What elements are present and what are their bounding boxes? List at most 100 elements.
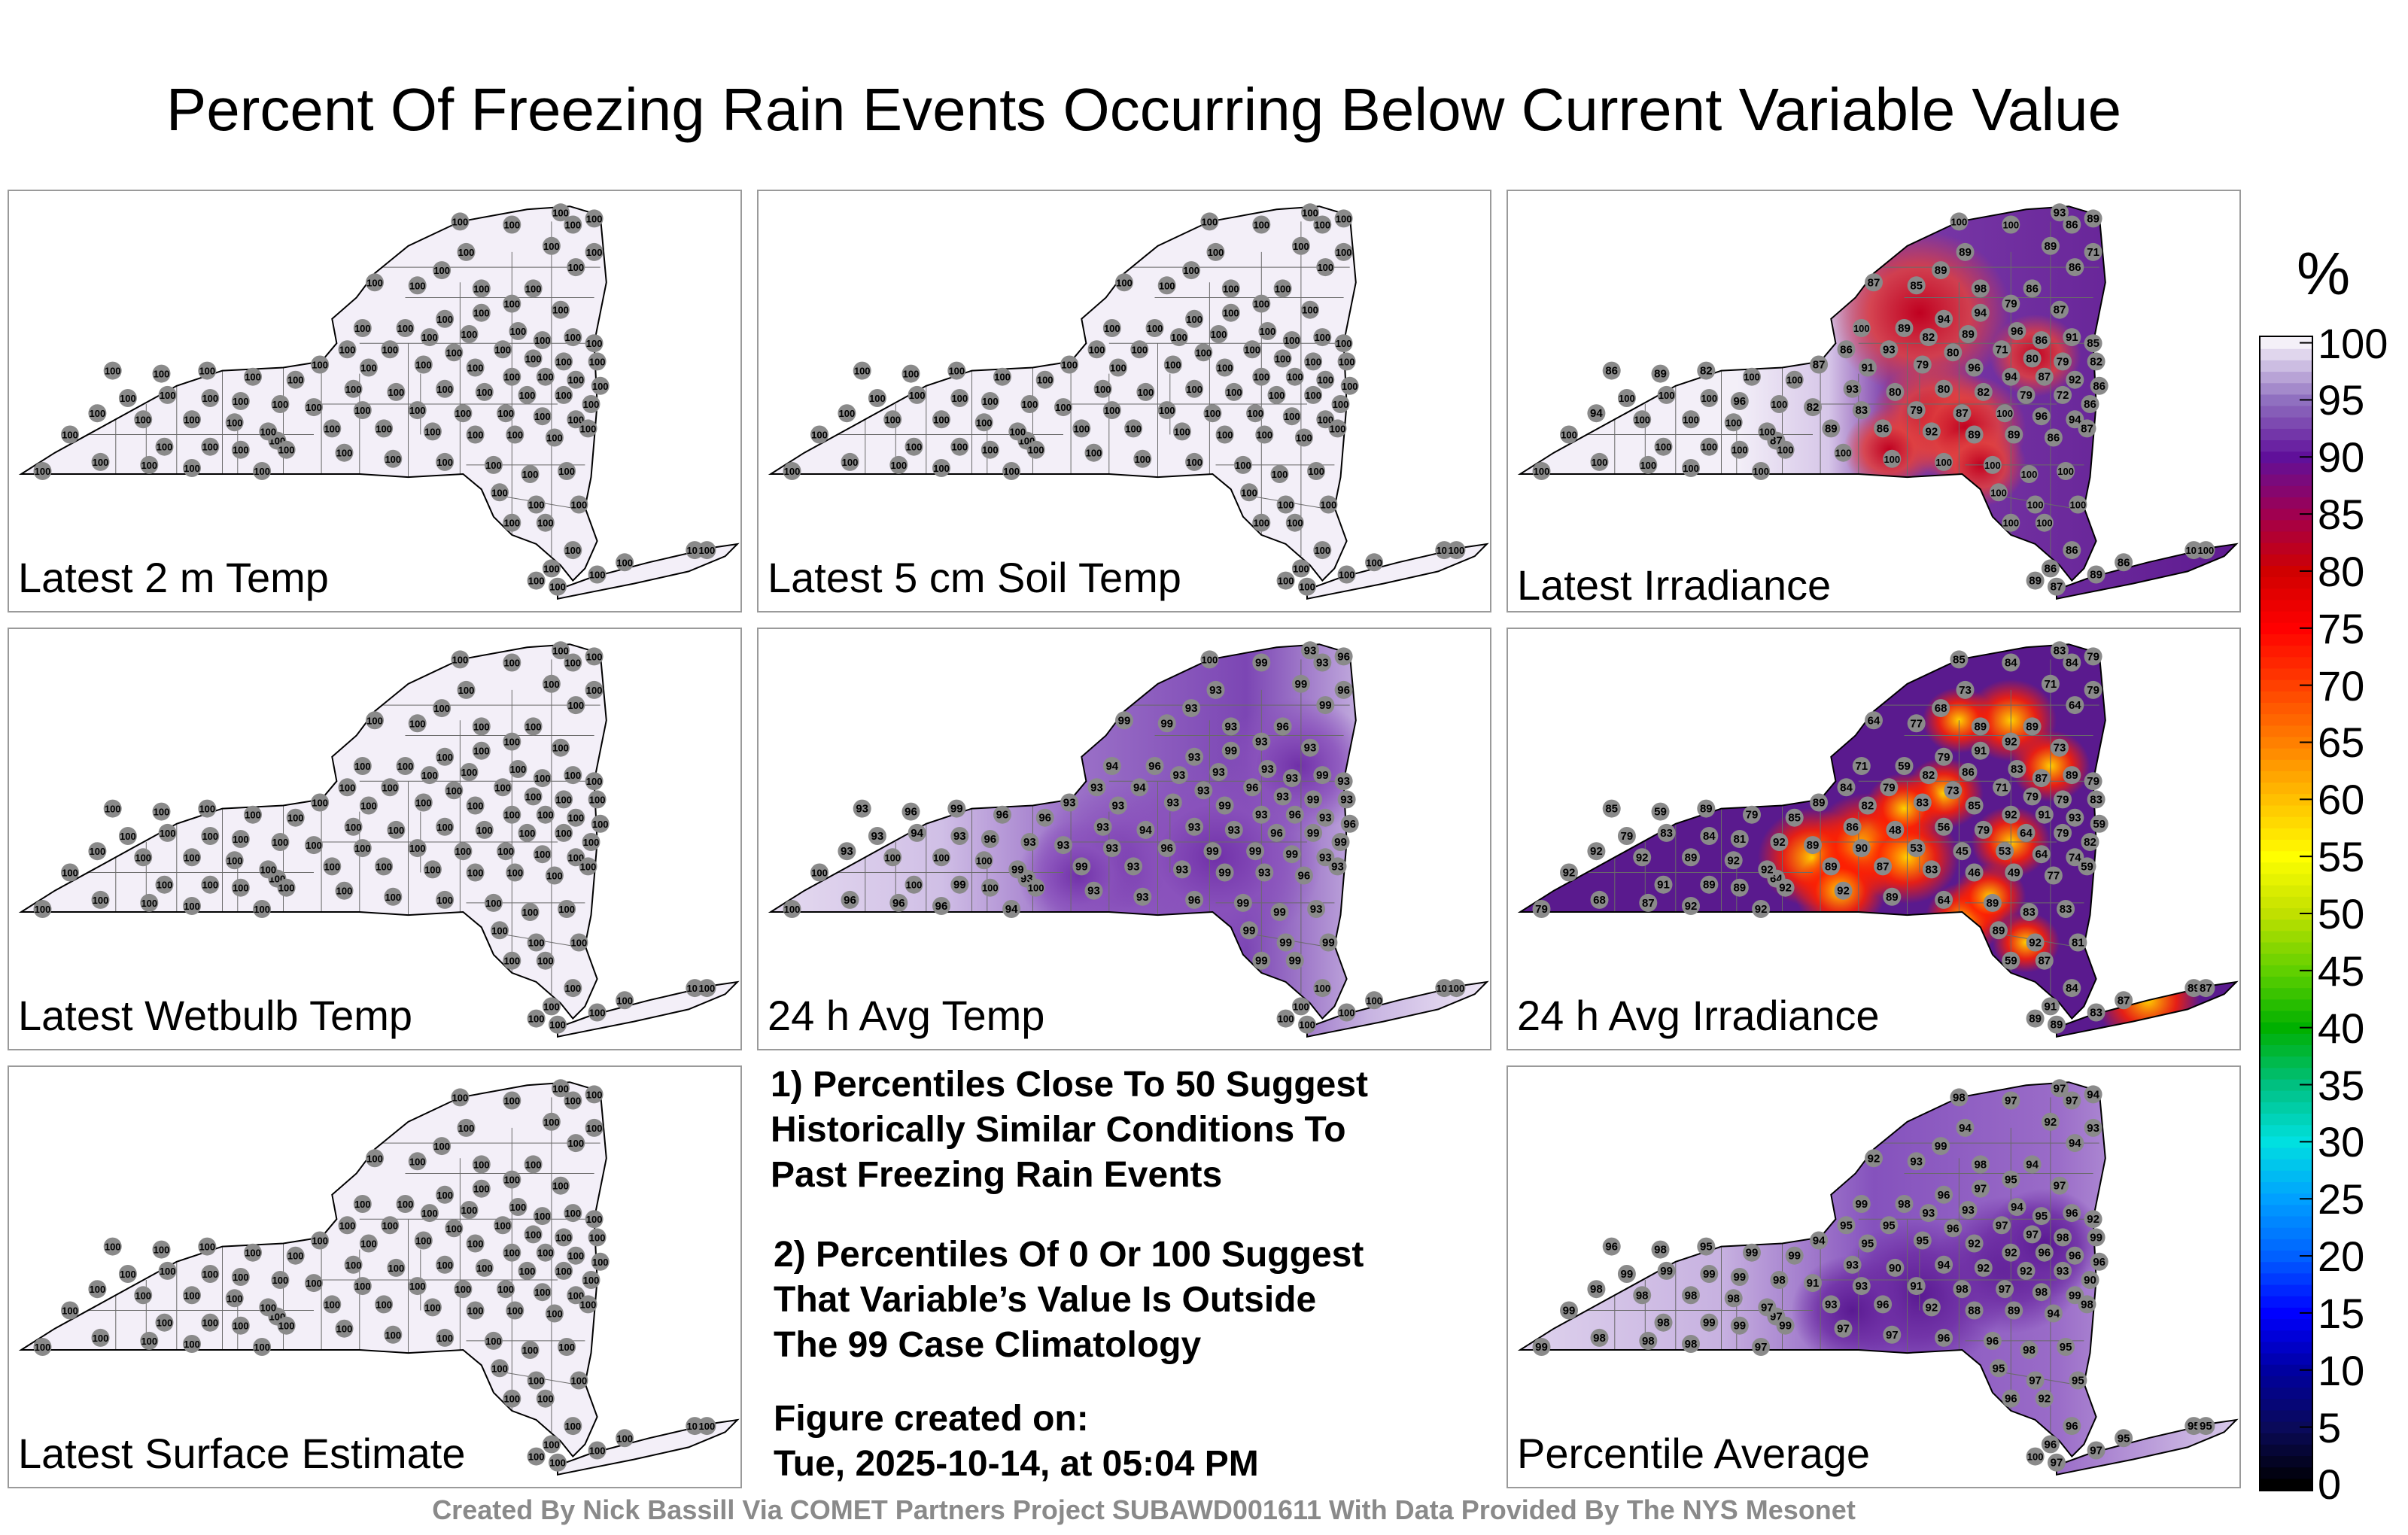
station-marker: 92 xyxy=(1752,900,1771,918)
colorbar-bin xyxy=(2261,907,2312,920)
colorbar-tick-label: 100 xyxy=(2318,319,2388,367)
station-value: 100 xyxy=(1165,360,1181,371)
station-value: 79 xyxy=(2026,790,2039,803)
station-value: 99 xyxy=(1935,1140,1947,1153)
station-dot xyxy=(1697,799,1716,818)
station-marker: 100 xyxy=(542,559,561,578)
station-marker: 99 xyxy=(1743,1243,1761,1262)
station-marker: 93 xyxy=(838,842,856,861)
station-value: 100 xyxy=(354,323,371,334)
colorbar-bin xyxy=(2261,394,2312,406)
station-dot xyxy=(1730,392,1749,410)
station-marker: 97 xyxy=(2023,1225,2042,1244)
station-value: 100 xyxy=(1116,277,1133,288)
station-value: 100 xyxy=(467,801,484,812)
station-dot xyxy=(585,242,604,261)
colorbar-bin xyxy=(2261,1193,2312,1205)
station-value: 79 xyxy=(1910,404,1923,417)
colorbar-bin xyxy=(2261,1444,2312,1457)
station-value: 97 xyxy=(2026,1228,2039,1241)
station-dot xyxy=(2197,541,2215,560)
station-marker: 100 xyxy=(311,793,330,812)
station-marker: 94 xyxy=(2084,1085,2102,1104)
colorbar-bin xyxy=(2261,1239,2312,1251)
station-dot xyxy=(384,449,403,468)
station-marker: 100 xyxy=(585,1210,604,1229)
station-dot xyxy=(1639,455,1658,474)
station-value: 99 xyxy=(1660,1265,1673,1278)
station-marker: 86 xyxy=(2090,376,2109,395)
station-value: 100 xyxy=(497,408,514,419)
station-marker: 100 xyxy=(253,900,272,918)
station-value: 100 xyxy=(567,1290,584,1301)
station-value: 99 xyxy=(1733,1271,1746,1284)
station-dot xyxy=(1590,452,1609,471)
station-value: 100 xyxy=(409,280,426,291)
station-marker: 100 xyxy=(552,1079,570,1098)
station-value: 100 xyxy=(1159,405,1175,416)
station-marker: 100 xyxy=(457,680,476,699)
station-dot xyxy=(1224,820,1243,839)
station-value: 100 xyxy=(485,1336,502,1347)
station-marker: 100 xyxy=(564,328,582,347)
station-marker: 100 xyxy=(1950,212,1969,231)
station-dot xyxy=(353,319,372,337)
station-dot xyxy=(1252,805,1271,824)
station-dot xyxy=(588,1441,607,1460)
station-value: 93 xyxy=(841,845,853,858)
station-value: 100 xyxy=(467,868,484,879)
station-dot xyxy=(2066,1246,2084,1265)
station-value: 100 xyxy=(245,1248,261,1259)
station-dot xyxy=(1215,863,1234,882)
station-value: 100 xyxy=(567,375,584,386)
station-dot xyxy=(698,979,716,998)
station-value: 89 xyxy=(1813,797,1826,810)
station-value: 98 xyxy=(1898,1198,1911,1211)
station-value: 100 xyxy=(445,347,462,358)
station-dot xyxy=(1273,279,1292,298)
station-dot xyxy=(2026,1009,2045,1028)
station-dot xyxy=(103,799,122,818)
station-value: 100 xyxy=(336,448,353,459)
station-value: 91 xyxy=(1657,879,1670,892)
station-marker: 87 xyxy=(2078,419,2096,438)
station-value: 100 xyxy=(345,822,362,833)
station-dot xyxy=(1291,236,1310,255)
station-value: 100 xyxy=(1449,545,1465,556)
station-dot xyxy=(1804,398,1822,417)
station-dot xyxy=(2023,787,2042,806)
station-dot xyxy=(2051,1079,2069,1098)
station-dot xyxy=(183,459,201,477)
station-dot xyxy=(1316,370,1335,389)
station-value: 95 xyxy=(1840,1219,1853,1232)
station-value: 98 xyxy=(2035,1286,2048,1299)
station-dot xyxy=(2069,1371,2087,1390)
station-value: 100 xyxy=(105,366,121,377)
station-marker: 93 xyxy=(1054,836,1072,855)
station-marker: 92 xyxy=(2041,1112,2060,1131)
station-value: 100 xyxy=(497,1284,514,1295)
station-marker: 46 xyxy=(1965,863,1984,882)
station-dot xyxy=(323,419,342,438)
station-marker: 96 xyxy=(2066,1246,2084,1265)
station-dot xyxy=(981,830,999,848)
station-dot xyxy=(475,382,494,401)
colorbar-bin xyxy=(2261,519,2312,532)
station-dot xyxy=(2081,833,2099,851)
colorbar-bin xyxy=(2261,725,2312,737)
station-dot xyxy=(244,367,262,386)
station-value: 100 xyxy=(260,1302,276,1313)
station-dot xyxy=(1682,897,1700,915)
station-dot xyxy=(1935,452,1953,471)
station-marker: 93 xyxy=(950,827,969,845)
station-dot xyxy=(158,823,177,842)
station-value: 100 xyxy=(1223,283,1239,294)
station-marker: 92 xyxy=(1682,897,1700,915)
station-value: 100 xyxy=(436,822,453,833)
station-dot xyxy=(1304,385,1323,404)
station-dot xyxy=(868,827,886,845)
station-marker: 100 xyxy=(1560,425,1578,444)
station-value: 100 xyxy=(409,405,426,416)
station-marker: 100 xyxy=(1163,355,1182,374)
